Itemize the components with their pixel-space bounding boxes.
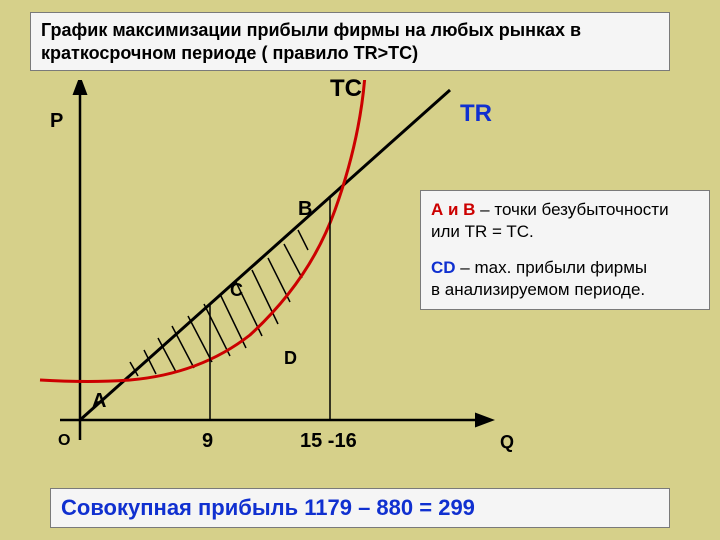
annotation-ab: А и В – точки безубыточности или TR = TC… (431, 199, 699, 243)
ab-line2: или TR = TC. (431, 222, 534, 241)
x-axis-label: Q (500, 432, 514, 453)
cd-line2: в анализируемом периоде. (431, 280, 645, 299)
annotation-gap (431, 243, 699, 257)
y-axis-label: P (50, 110, 63, 133)
cd-text: – max. прибыли фирмы (456, 258, 648, 277)
page: График максимизации прибыли фирмы на люб… (0, 0, 720, 540)
ab-text: – точки безубыточности (475, 200, 668, 219)
tr-label: TR (460, 100, 492, 128)
point-a-label: A (92, 390, 106, 413)
tc-label: TC (330, 75, 362, 103)
point-c-label: C (230, 280, 243, 301)
point-b-label: B (298, 198, 312, 221)
annotation-box: А и В – точки безубыточности или TR = TC… (420, 190, 710, 310)
point-d-label: D (284, 348, 297, 369)
title-box: График максимизации прибыли фирмы на люб… (30, 12, 670, 71)
summary-text: Совокупная прибыль 1179 – 880 = 299 (61, 495, 475, 520)
title-text: График максимизации прибыли фирмы на люб… (41, 20, 581, 63)
annotation-cd: CD – max. прибыли фирмы в анализируемом … (431, 257, 699, 301)
summary-box: Совокупная прибыль 1179 – 880 = 299 (50, 488, 670, 528)
tick-15-label: 15 -16 (300, 430, 357, 453)
ab-prefix: А и В (431, 200, 475, 219)
origin-label: O (58, 432, 70, 450)
tick-9-label: 9 (202, 430, 213, 453)
cd-prefix: CD (431, 258, 456, 277)
